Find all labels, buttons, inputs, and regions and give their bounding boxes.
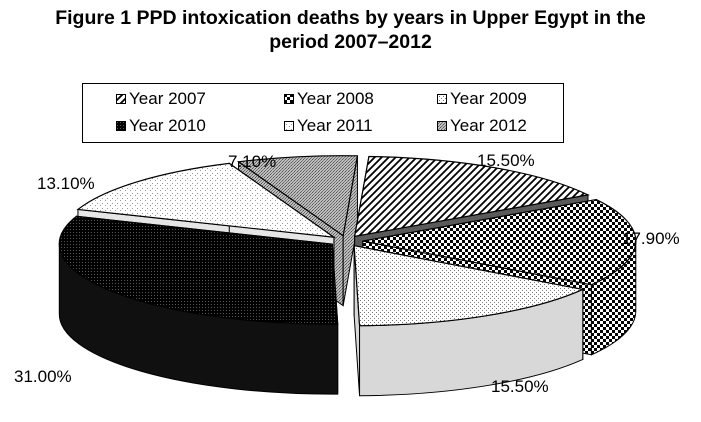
legend-label: Year 2009	[450, 89, 527, 108]
legend-swatch	[284, 121, 294, 131]
pie-slices	[58, 155, 637, 397]
legend-label: Year 2012	[450, 116, 527, 135]
pie-slice-top	[236, 155, 359, 237]
legend-entry-3: Year 2009	[437, 89, 527, 109]
legend-swatch	[437, 121, 447, 131]
legend-entry-2: Year 2008	[284, 89, 374, 109]
legend-swatch	[437, 94, 447, 104]
chart-legend: Year 2007 Year 2008 Year 2009 Year 2010 Year…	[82, 83, 564, 143]
data-label-2: 17.90%	[622, 229, 680, 248]
legend-entry-1: Year 2007	[116, 89, 206, 109]
legend-label: Year 2007	[129, 89, 206, 108]
pie-slice-3	[353, 244, 585, 397]
pie-slice-4	[58, 215, 339, 395]
chart-title-line-2: period 2007–2012	[269, 31, 432, 53]
pie-slice-top	[76, 162, 337, 239]
data-label-1: 15.50%	[477, 151, 535, 170]
chart-title-line-1: Figure 1 PPD intoxication deaths by year…	[55, 7, 646, 29]
legend-entry-4: Year 2010	[116, 116, 206, 136]
legend-label: Year 2011	[297, 116, 373, 135]
legend-swatch	[116, 121, 126, 131]
data-label-4: 31.00%	[14, 367, 72, 386]
legend-entry-6: Year 2012	[437, 116, 527, 136]
data-label-5: 13.10%	[37, 174, 95, 193]
legend-label: Year 2008	[297, 89, 374, 108]
legend-entry-5: Year 2011	[284, 116, 373, 136]
pie-slice-top	[353, 244, 585, 327]
data-label-6: 7.10%	[228, 152, 276, 171]
pie-data-labels: 15.50% 17.90% 15.50% 31.00% 13.10% 7.10%	[14, 151, 680, 396]
pie-slice-top	[58, 215, 339, 325]
pie-slice-top	[353, 155, 590, 238]
pie-slice-top	[362, 198, 637, 286]
legend-swatch	[116, 94, 126, 104]
chart-title: Figure 1 PPD intoxication deaths by year…	[0, 6, 701, 54]
data-label-3: 15.50%	[491, 377, 549, 396]
legend-label: Year 2010	[129, 116, 206, 135]
legend-swatch	[284, 94, 294, 104]
